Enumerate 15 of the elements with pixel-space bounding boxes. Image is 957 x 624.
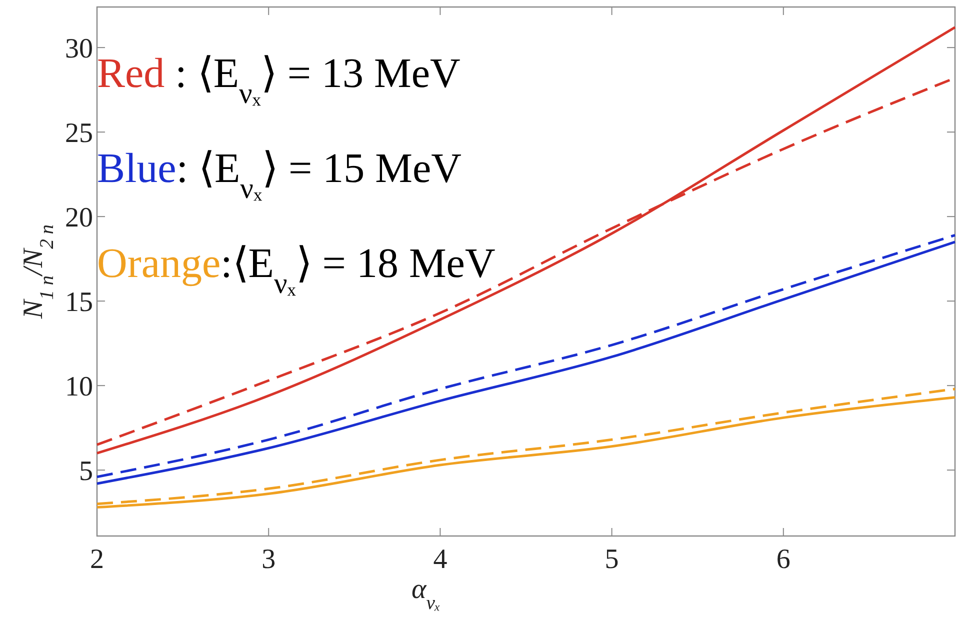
- annotation: Red : ⟨E$_{νₓ}$⟩ = 13 MeV: [97, 51, 460, 110]
- y-tick-label: 30: [65, 33, 93, 64]
- y-tick-label: 25: [65, 118, 93, 149]
- x-tick-label: 6: [776, 544, 790, 575]
- annotation: Orange:⟨E$_{νₓ}$⟩ = 18 MeV: [97, 241, 496, 300]
- x-tick-label: 5: [604, 544, 619, 575]
- y-tick-label: 20: [65, 202, 93, 234]
- x-tick-label: 3: [262, 544, 276, 575]
- x-tick-label: 2: [90, 544, 104, 575]
- x-tick-label: 4: [433, 544, 448, 575]
- y-tick-label: 5: [79, 456, 93, 487]
- y-tick-label: 10: [65, 371, 93, 402]
- y-tick-label: 15: [65, 286, 93, 318]
- annotation: Blue: ⟨E$_{νₓ}$⟩ = 15 MeV: [97, 146, 462, 205]
- x-axis-title: α$_{νₓ}$: [412, 574, 440, 614]
